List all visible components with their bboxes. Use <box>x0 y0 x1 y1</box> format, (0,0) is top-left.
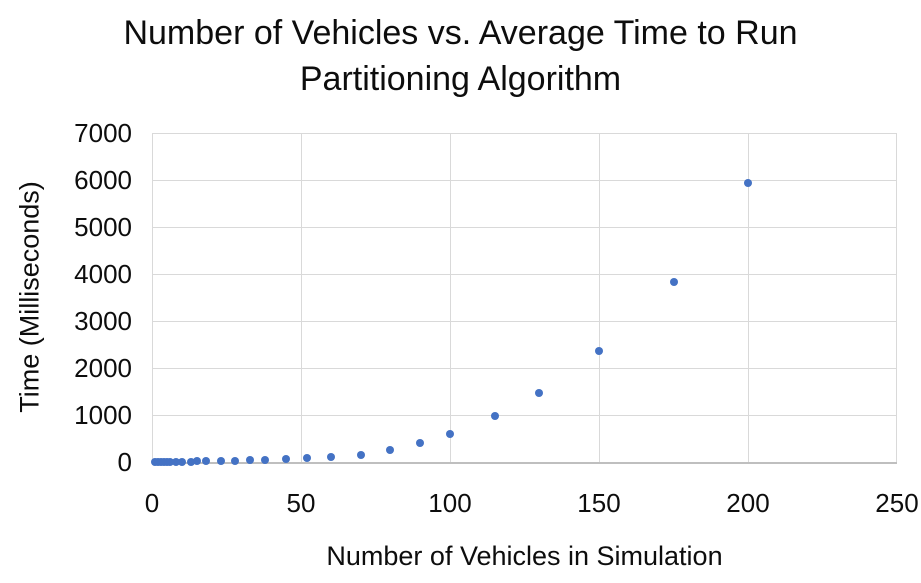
data-point <box>201 457 210 466</box>
x-tick-label: 50 <box>286 488 316 518</box>
data-point <box>490 411 499 420</box>
data-point <box>744 179 752 188</box>
data-point <box>165 457 174 466</box>
data-point <box>186 457 195 466</box>
gridline-vertical <box>896 133 897 462</box>
x-tick-label: 150 <box>577 488 621 518</box>
gridline-vertical <box>450 133 451 462</box>
gridline-horizontal <box>152 368 897 369</box>
chart-title-line1: Number of Vehicles vs. Average Time to R… <box>123 14 798 52</box>
data-point <box>171 457 180 466</box>
data-point <box>446 429 454 438</box>
chart-title-line2: Partitioning Algorithm <box>299 60 622 98</box>
gridline-horizontal <box>152 274 897 275</box>
data-point <box>246 456 255 465</box>
y-tick-label: 5000 <box>74 212 132 242</box>
data-point <box>231 456 240 465</box>
gridline-vertical <box>748 133 749 462</box>
y-tick-label: 6000 <box>74 165 132 195</box>
y-tick-label: 2000 <box>74 353 132 383</box>
gridline-vertical <box>301 133 302 462</box>
data-point <box>416 438 425 447</box>
x-tick-label: 200 <box>726 488 770 518</box>
gridline-horizontal <box>152 133 897 134</box>
data-point <box>302 454 311 462</box>
y-tick-label: 0 <box>117 447 132 477</box>
data-point <box>326 453 335 462</box>
data-point <box>216 457 225 466</box>
data-point <box>192 457 201 466</box>
data-point <box>282 454 291 463</box>
gridline-horizontal <box>152 321 897 322</box>
x-tick-label: 0 <box>144 488 160 518</box>
data-point <box>386 446 395 454</box>
data-point <box>669 277 678 286</box>
data-point <box>261 455 270 464</box>
y-tick-label: 1000 <box>74 400 132 430</box>
data-point <box>177 457 186 466</box>
y-tick-label: 4000 <box>74 259 132 289</box>
gridline-vertical <box>152 133 153 462</box>
x-tick-label: 100 <box>428 488 472 518</box>
gridline-horizontal <box>152 180 897 181</box>
chart-title: Number of Vehicles vs. Average Time to R… <box>0 10 921 102</box>
gridline-vertical <box>599 133 600 462</box>
gridline-horizontal <box>152 227 897 228</box>
y-tick-label: 7000 <box>74 118 132 148</box>
x-axis-title: Number of Vehicles in Simulation <box>326 541 723 571</box>
data-point <box>356 450 365 459</box>
plot-area <box>150 133 897 466</box>
gridline-horizontal <box>152 415 897 416</box>
y-tick-label: 3000 <box>74 306 132 336</box>
x-tick-label: 250 <box>875 488 919 518</box>
data-point <box>595 347 603 356</box>
data-point <box>535 388 544 397</box>
